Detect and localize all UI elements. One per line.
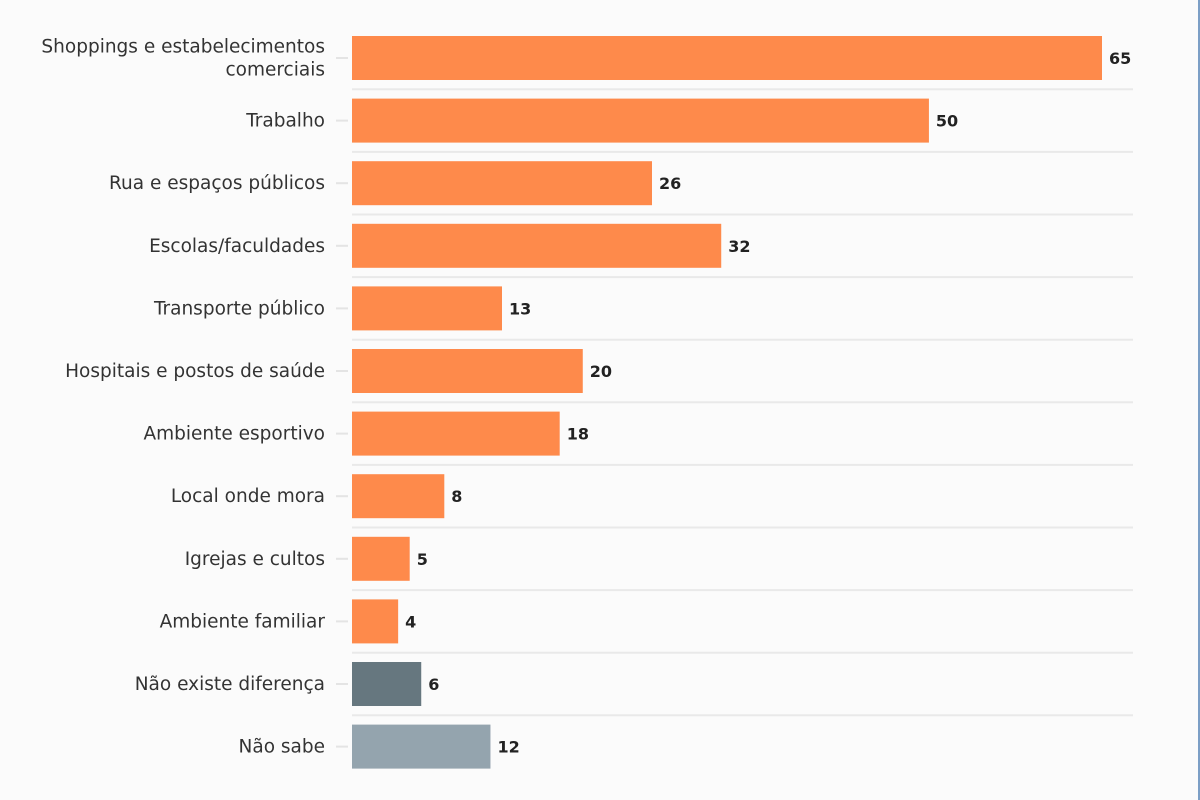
bar — [352, 349, 583, 393]
category-label: Shoppings e estabelecimentos comerciais — [41, 37, 325, 81]
gridlines — [336, 57, 1133, 748]
data-label: 4 — [405, 612, 416, 631]
category-label-line: comerciais — [225, 60, 325, 81]
category-label: Ambiente familiar — [160, 611, 326, 632]
data-label: 65 — [1109, 49, 1131, 68]
data-label: 13 — [509, 299, 531, 318]
bar — [352, 286, 502, 331]
category-label: Igrejas e cultos — [185, 549, 325, 570]
data-label: 12 — [497, 738, 519, 757]
window-edge — [1198, 0, 1200, 800]
bar — [352, 411, 560, 456]
data-label: 20 — [590, 362, 612, 381]
category-labels: Shoppings e estabelecimentos comerciais Tr… — [41, 37, 325, 758]
category-label: Hospitais e postos de saúde — [65, 361, 325, 382]
category-label-line: Não sabe — [239, 737, 325, 758]
category-label: Não sabe — [239, 737, 325, 758]
category-label: Rua e espaços públicos — [109, 173, 325, 194]
bar — [352, 662, 422, 706]
category-label-line: Ambiente familiar — [160, 611, 326, 632]
category-label-line: Rua e espaços públicos — [109, 173, 325, 194]
category-label: Local onde mora — [171, 486, 325, 507]
data-label: 8 — [451, 487, 462, 506]
bar — [352, 536, 410, 581]
category-label-line: Igrejas e cultos — [185, 549, 325, 570]
bar — [352, 599, 399, 644]
category-label-line: Local onde mora — [171, 486, 325, 507]
category-label: Ambiente esportivo — [143, 424, 325, 445]
data-label: 26 — [659, 174, 681, 193]
bar — [352, 724, 491, 769]
bar — [352, 98, 929, 143]
bar — [352, 223, 722, 268]
value-labels: 65 50 26 32 13 20 18 8 5 4 6 12 — [405, 49, 1131, 757]
category-label-line: Não existe diferença — [135, 674, 325, 695]
category-label-line: Ambiente esportivo — [143, 424, 325, 445]
category-label: Não existe diferença — [135, 674, 325, 695]
category-label: Transporte público — [153, 298, 325, 319]
category-label-line: Transporte público — [153, 298, 325, 319]
data-label: 50 — [936, 112, 958, 131]
category-label-line: Trabalho — [245, 111, 325, 132]
bar — [352, 474, 445, 519]
category-label-line: Escolas/faculdades — [149, 236, 325, 257]
bar — [352, 161, 652, 206]
category-label: Escolas/faculdades — [149, 236, 325, 257]
bars — [352, 36, 1102, 769]
data-label: 32 — [728, 237, 750, 256]
category-label-line: Shoppings e estabelecimentos — [41, 37, 325, 58]
data-label: 18 — [567, 425, 589, 444]
category-label-line: Hospitais e postos de saúde — [65, 361, 325, 382]
data-label: 6 — [428, 675, 439, 694]
category-label: Trabalho — [245, 111, 325, 132]
bar — [352, 36, 1102, 80]
data-label: 5 — [417, 550, 428, 569]
